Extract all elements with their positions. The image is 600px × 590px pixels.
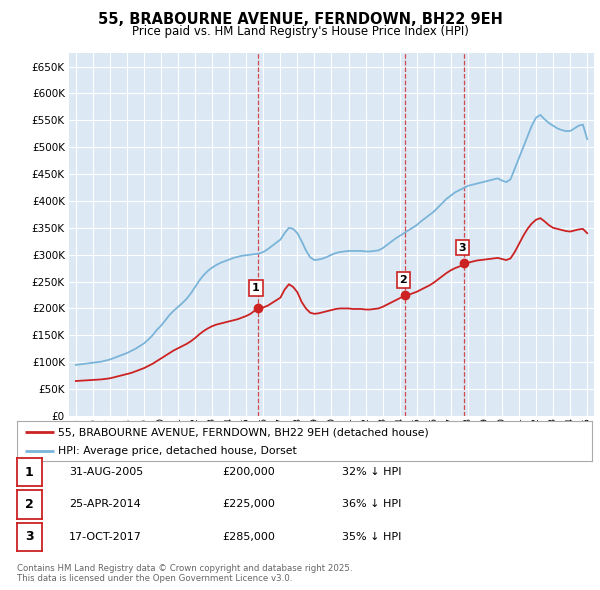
Text: 55, BRABOURNE AVENUE, FERNDOWN, BH22 9EH (detached house): 55, BRABOURNE AVENUE, FERNDOWN, BH22 9EH…	[58, 428, 429, 438]
Text: Price paid vs. HM Land Registry's House Price Index (HPI): Price paid vs. HM Land Registry's House …	[131, 25, 469, 38]
Text: 55, BRABOURNE AVENUE, FERNDOWN, BH22 9EH: 55, BRABOURNE AVENUE, FERNDOWN, BH22 9EH	[98, 12, 502, 27]
Text: HPI: Average price, detached house, Dorset: HPI: Average price, detached house, Dors…	[58, 447, 297, 456]
Text: 32% ↓ HPI: 32% ↓ HPI	[342, 467, 401, 477]
Text: Contains HM Land Registry data © Crown copyright and database right 2025.
This d: Contains HM Land Registry data © Crown c…	[17, 563, 352, 583]
Text: £200,000: £200,000	[222, 467, 275, 477]
Text: 35% ↓ HPI: 35% ↓ HPI	[342, 532, 401, 542]
Text: 2: 2	[400, 275, 407, 285]
Text: 1: 1	[252, 283, 260, 293]
Text: 3: 3	[459, 242, 466, 253]
Text: 1: 1	[25, 466, 34, 478]
Text: £225,000: £225,000	[222, 500, 275, 509]
Text: 3: 3	[25, 530, 34, 543]
Text: 36% ↓ HPI: 36% ↓ HPI	[342, 500, 401, 509]
Text: 25-APR-2014: 25-APR-2014	[69, 500, 141, 509]
Text: 17-OCT-2017: 17-OCT-2017	[69, 532, 142, 542]
Text: 2: 2	[25, 498, 34, 511]
Text: £285,000: £285,000	[222, 532, 275, 542]
Text: 31-AUG-2005: 31-AUG-2005	[69, 467, 143, 477]
